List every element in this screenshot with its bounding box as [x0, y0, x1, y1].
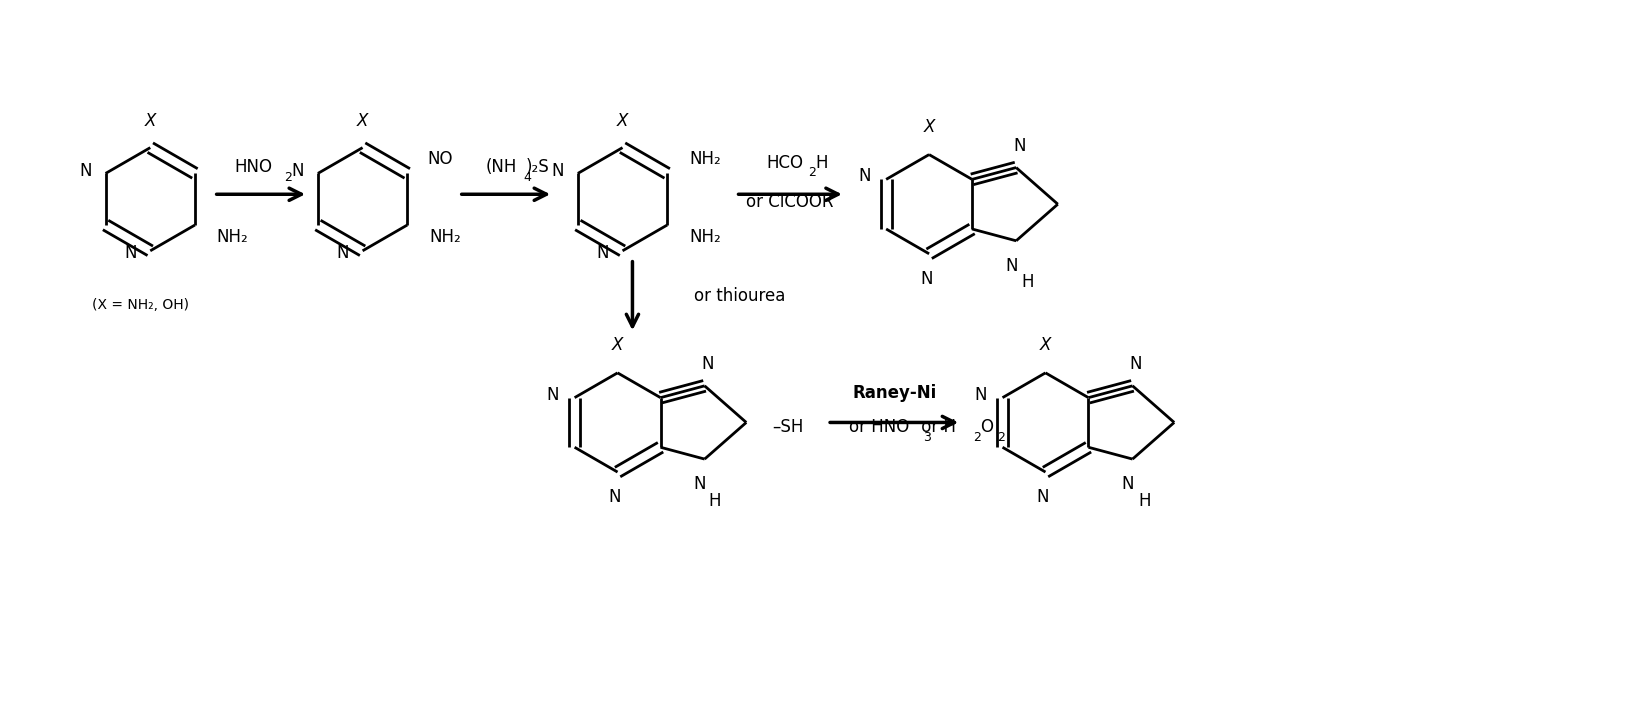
Text: –SH: –SH [772, 418, 803, 436]
Text: )₂S: )₂S [526, 159, 550, 176]
Text: N: N [596, 244, 609, 262]
Text: X: X [612, 336, 623, 354]
Text: or HNO: or HNO [849, 418, 909, 436]
Text: HNO: HNO [233, 159, 273, 176]
Text: 2: 2 [808, 166, 816, 179]
Text: or thiourea: or thiourea [694, 287, 785, 305]
Text: N: N [974, 386, 987, 404]
Text: N: N [124, 244, 137, 262]
Text: N: N [547, 386, 560, 404]
Text: 2: 2 [974, 431, 981, 444]
Text: N: N [552, 162, 565, 181]
Text: X: X [617, 112, 628, 130]
Text: (X = NH₂, OH): (X = NH₂, OH) [91, 298, 189, 312]
Text: X: X [145, 112, 157, 130]
Text: 3: 3 [924, 431, 930, 444]
Text: X: X [924, 118, 935, 136]
Text: X: X [357, 112, 369, 130]
Text: or H: or H [916, 418, 956, 436]
Text: 2: 2 [284, 171, 292, 184]
Text: or ClCOOR: or ClCOOR [746, 193, 834, 211]
Text: N: N [694, 475, 707, 493]
Text: NH₂: NH₂ [689, 228, 721, 246]
Text: NO: NO [428, 149, 452, 168]
Text: 2: 2 [997, 431, 1005, 444]
Text: H: H [708, 492, 721, 510]
Text: N: N [858, 167, 870, 185]
Text: HCO: HCO [767, 154, 803, 171]
Text: NH₂: NH₂ [217, 228, 248, 246]
Text: H: H [816, 154, 827, 171]
Text: NH₂: NH₂ [689, 149, 721, 168]
Text: Raney-Ni: Raney-Ni [852, 384, 937, 401]
Text: H: H [1138, 492, 1151, 510]
Text: (NH: (NH [485, 159, 517, 176]
Text: O: O [979, 418, 992, 436]
Text: N: N [920, 270, 932, 287]
Text: N: N [1129, 355, 1142, 373]
Text: N: N [609, 488, 620, 506]
Text: N: N [1121, 475, 1134, 493]
Text: N: N [80, 162, 91, 181]
Text: 4: 4 [524, 171, 532, 184]
Text: N: N [702, 355, 713, 373]
Text: N: N [336, 244, 349, 262]
Text: N: N [1036, 488, 1049, 506]
Text: X: X [1040, 336, 1051, 354]
Text: N: N [1013, 137, 1025, 155]
Text: N: N [292, 162, 304, 181]
Text: NH₂: NH₂ [429, 228, 460, 246]
Text: N: N [1005, 256, 1017, 275]
Text: H: H [1022, 273, 1035, 292]
